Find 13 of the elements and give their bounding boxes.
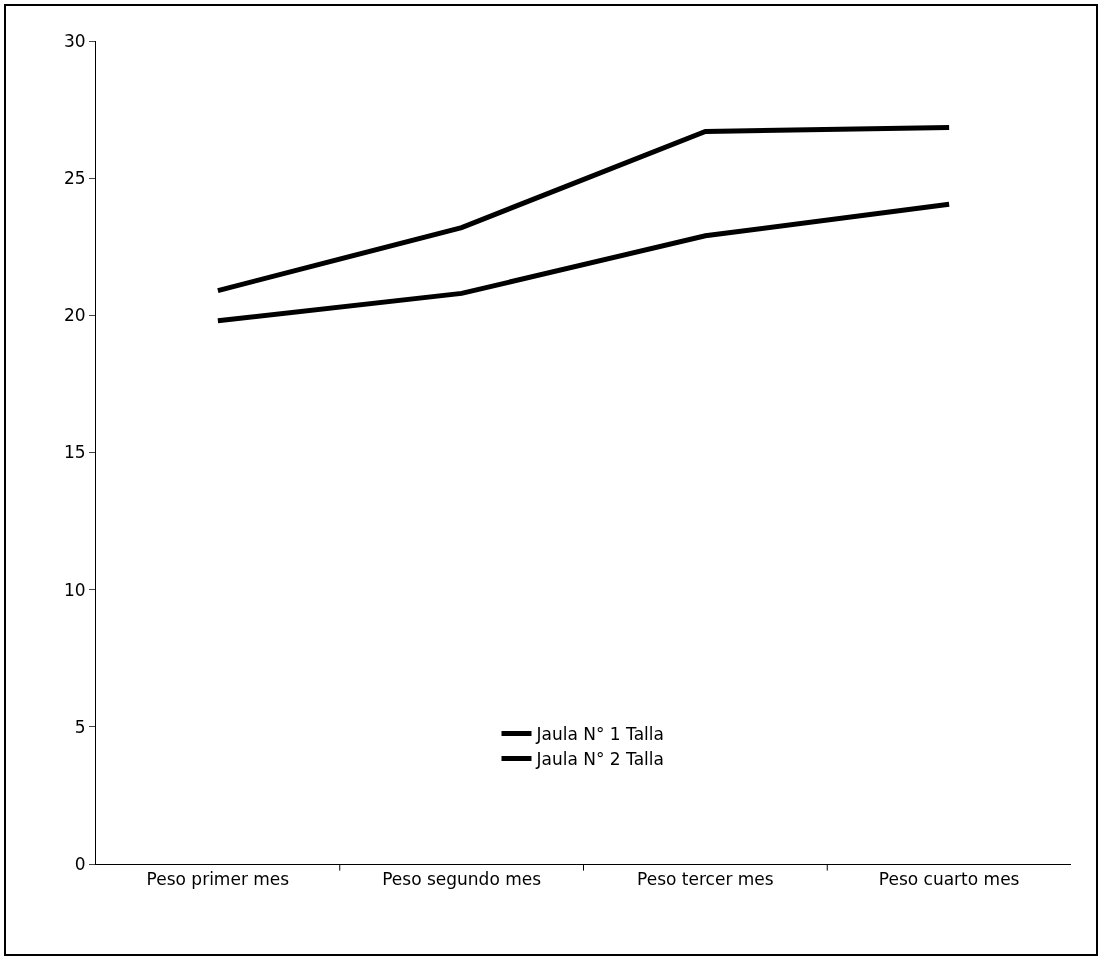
y-tick-label: 15: [63, 442, 86, 463]
x-tick-label: Peso segundo mes: [382, 869, 542, 890]
legend-label: Jaula N° 2 Talla: [535, 749, 664, 770]
y-tick-label: 5: [74, 716, 86, 737]
y-tick-label: 20: [63, 305, 86, 326]
x-tick-label: Peso cuarto mes: [878, 869, 1020, 890]
y-tick-label: 30: [63, 30, 86, 51]
y-tick-label: 10: [63, 579, 86, 600]
x-tick-label: Peso tercer mes: [637, 869, 774, 890]
y-tick-label: 0: [74, 853, 86, 874]
x-tick-label: Peso primer mes: [146, 869, 290, 890]
legend-label: Jaula N° 1 Talla: [535, 724, 664, 745]
y-tick-label: 25: [63, 168, 86, 189]
